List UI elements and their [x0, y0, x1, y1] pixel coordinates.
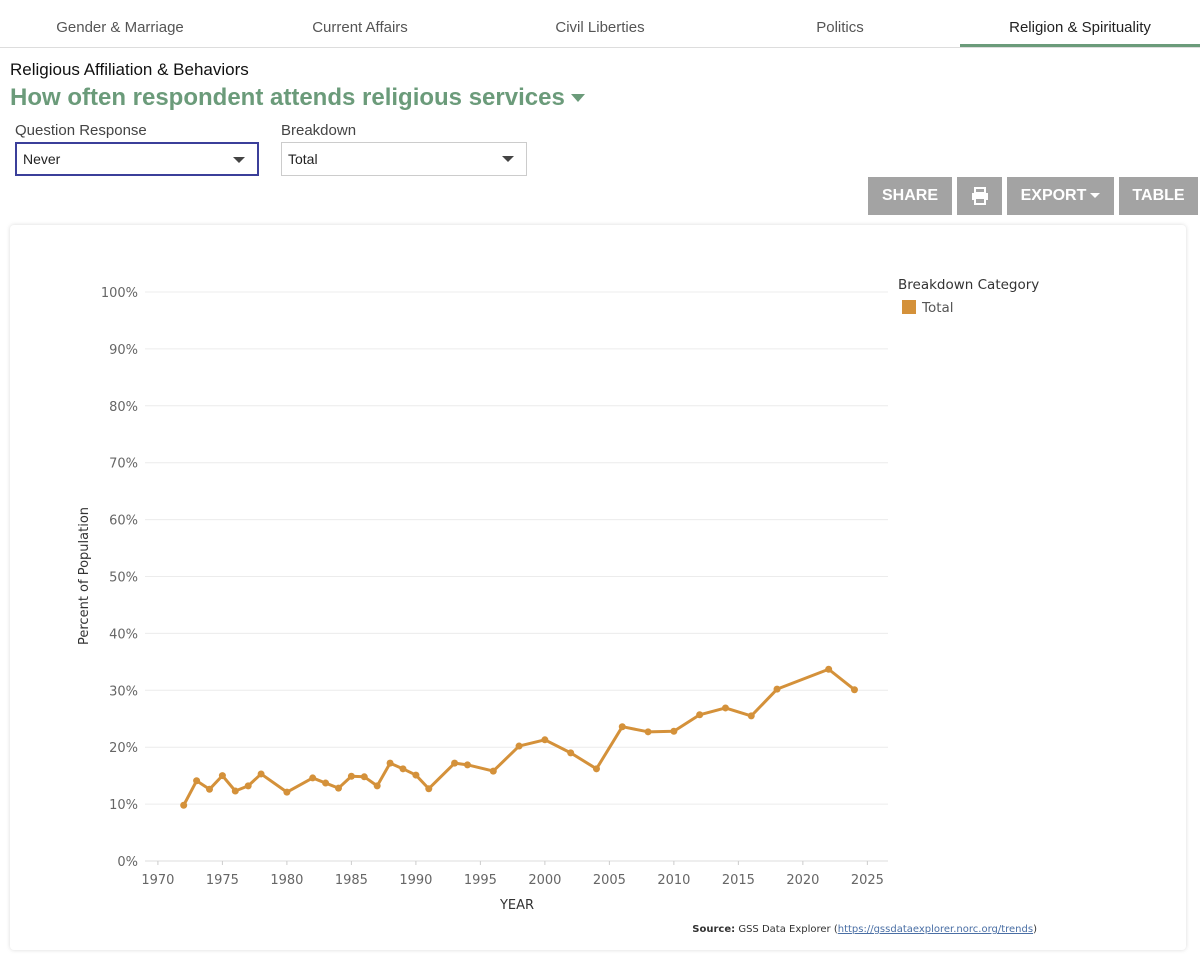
- tab[interactable]: Civil Liberties: [555, 19, 645, 36]
- x-tick-label: 2025: [851, 873, 884, 888]
- x-tick-label: 2015: [722, 873, 755, 888]
- data-point: [463, 761, 471, 769]
- x-tick-label: 1985: [335, 873, 368, 888]
- x-tick-label: 2000: [528, 873, 561, 888]
- source: Source: GSS Data Explorer (https://gssda…: [692, 924, 1037, 935]
- x-tick-label: 1990: [399, 873, 432, 888]
- question-label: Question Response: [15, 122, 147, 139]
- x-tick-label: 2010: [657, 873, 690, 888]
- table-button[interactable]: TABLE: [1119, 177, 1198, 215]
- data-point: [257, 770, 265, 778]
- data-point: [193, 777, 201, 785]
- title-text: How often respondent attends religious s…: [10, 84, 565, 111]
- y-tick-label: 100%: [101, 286, 138, 301]
- data-point: [670, 727, 678, 735]
- chart: YEAR Percent of Population Breakdown Cat…: [77, 277, 1039, 913]
- tab[interactable]: Gender & Marriage: [56, 19, 184, 36]
- caret: [233, 157, 245, 163]
- data-point: [322, 779, 330, 787]
- caret: [1090, 192, 1101, 198]
- x-tick-label: 1975: [206, 873, 239, 888]
- data-point: [451, 759, 459, 767]
- data-point: [425, 785, 433, 793]
- share-button[interactable]: SHARE: [868, 177, 952, 215]
- y-tick-label: 0%: [117, 855, 138, 870]
- legend-title: Breakdown Category: [898, 277, 1039, 293]
- category: Religious Affiliation & Behaviors: [10, 60, 249, 79]
- data-point: [412, 771, 420, 779]
- data-point: [373, 782, 381, 790]
- x-tick-label: 2005: [593, 873, 626, 888]
- y-axis-title: Percent of Population: [77, 507, 92, 645]
- tab-bar: Gender & Marriage Current Affairs Civil …: [0, 0, 1200, 48]
- tab[interactable]: Religion & Spirituality: [960, 0, 1200, 47]
- data-point: [618, 723, 626, 731]
- caret: [502, 156, 514, 162]
- y-tick-label: 60%: [109, 514, 138, 529]
- x-tick-label: 1980: [270, 873, 303, 888]
- data-point: [399, 765, 407, 773]
- question-select[interactable]: Never: [15, 142, 259, 176]
- data-point: [334, 784, 342, 792]
- x-tick-label: 1970: [141, 873, 174, 888]
- tab[interactable]: Politics: [816, 19, 864, 36]
- data-point: [231, 787, 239, 795]
- export-text: EXPORT: [1020, 187, 1087, 204]
- source-prefix: GSS Data Explorer (: [738, 924, 838, 935]
- data-point: [180, 801, 188, 809]
- y-tick-label: 40%: [109, 627, 138, 642]
- legend-label: Total: [921, 300, 954, 316]
- data-point: [347, 772, 355, 780]
- y-tick-label: 20%: [109, 741, 138, 756]
- y-tick-label: 90%: [109, 343, 138, 358]
- tab[interactable]: Current Affairs: [312, 19, 408, 36]
- data-point: [592, 765, 600, 773]
- legend-swatch: [902, 300, 916, 314]
- data-point: [283, 788, 291, 796]
- breakdown-label: Breakdown: [281, 122, 357, 139]
- y-tick-label: 30%: [109, 684, 138, 699]
- x-tick-label: 2020: [786, 873, 819, 888]
- data-point: [850, 686, 858, 694]
- variable-title[interactable]: How often respondent attends religious s…: [10, 84, 585, 112]
- data-point: [360, 773, 368, 781]
- data-point: [386, 759, 394, 767]
- data-point: [489, 767, 497, 775]
- x-tick-label: 1995: [464, 873, 497, 888]
- y-tick-label: 80%: [109, 400, 138, 415]
- y-tick-label: 70%: [109, 457, 138, 472]
- y-tick-label: 50%: [109, 571, 138, 586]
- data-point: [773, 685, 781, 693]
- x-axis-title: YEAR: [499, 898, 534, 913]
- data-point: [309, 774, 317, 782]
- data-point: [644, 728, 652, 736]
- print-icon: [971, 187, 988, 205]
- data-point: [747, 712, 755, 720]
- series-line: [182, 667, 856, 806]
- data-point: [567, 749, 575, 757]
- y-tick-label: 10%: [109, 798, 138, 813]
- select-value: Never: [23, 151, 61, 167]
- data-point: [205, 785, 213, 793]
- print-button[interactable]: [957, 177, 1002, 215]
- select-value: Total: [288, 151, 318, 167]
- data-point: [541, 736, 549, 744]
- data-point: [721, 704, 729, 712]
- source-link[interactable]: https://gssdataexplorer.norc.org/trends: [837, 924, 1034, 935]
- data-point: [515, 742, 523, 750]
- data-point: [244, 782, 252, 790]
- export-button[interactable]: EXPORT: [1007, 177, 1114, 215]
- data-point: [825, 665, 833, 673]
- data-point: [218, 772, 226, 780]
- source-label: Source:: [692, 924, 736, 935]
- breakdown-select[interactable]: Total: [281, 142, 527, 176]
- caret: [570, 93, 585, 102]
- data-point: [696, 711, 704, 719]
- chart-panel: YEAR Percent of Population Breakdown Cat…: [10, 225, 1186, 950]
- source-suffix: ): [1033, 924, 1037, 935]
